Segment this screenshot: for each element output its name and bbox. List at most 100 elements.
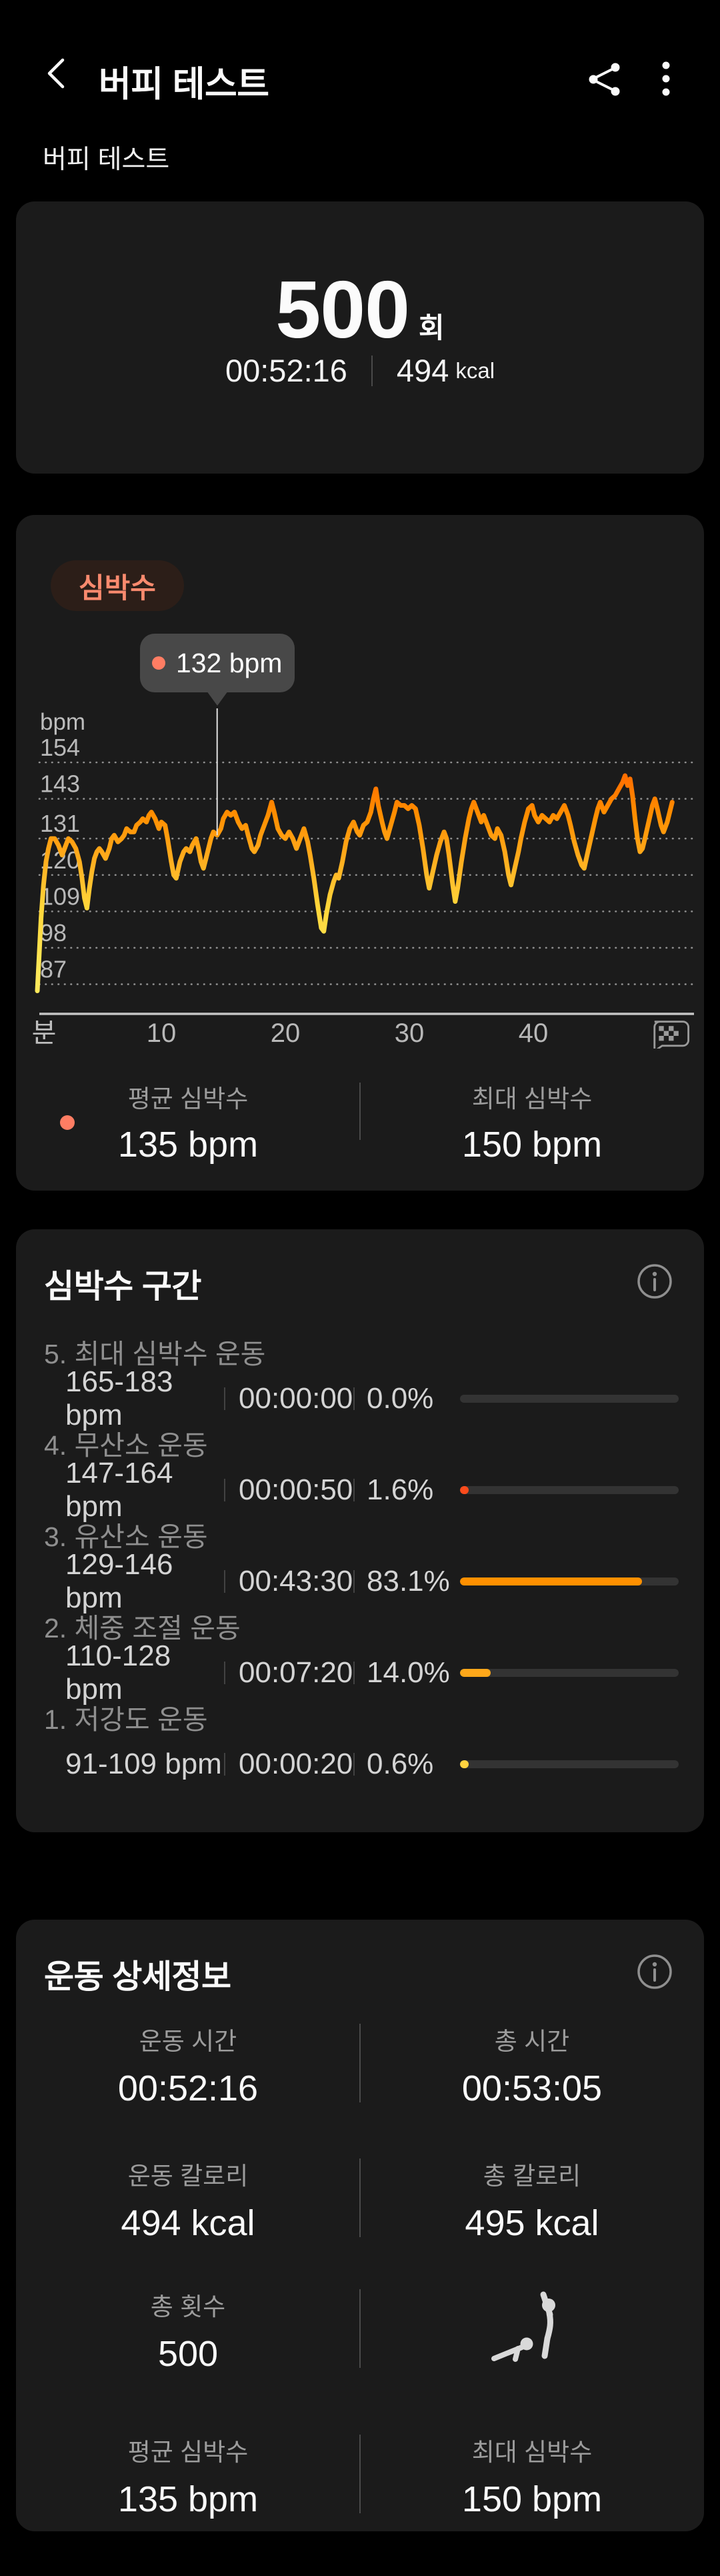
stat-label: 운동 칼로리: [127, 2162, 249, 2190]
zone-time: 00:07:20: [239, 1656, 353, 1689]
zone-item: 5. 최대 심박수 운동 165-183 bpm 00:00:00 0.0%: [16, 1338, 704, 1431]
max-heart-rate-block: 최대 심박수 150 bpm: [360, 1079, 704, 1165]
more-vert-icon: [662, 61, 670, 96]
zone-item: 2. 체중 조절 운동 110-128 bpm 00:07:20 14.0%: [16, 1612, 704, 1706]
zone-row: 91-109 bpm 00:00:20 0.6%: [16, 1748, 704, 1781]
heart-rate-zones-card: 심박수 구간 5. 최대 심박수 운동 165-183 bpm 00:00:00 0.…: [16, 1229, 704, 1832]
total-calories-cell: 총 칼로리 495 kcal: [360, 2156, 704, 2244]
more-menu-button[interactable]: [648, 60, 684, 97]
zone-percent: 1.6%: [367, 1473, 434, 1506]
chart-legend: 평균 심박수 135 bpm 최대 심박수 150 bpm: [16, 1079, 704, 1165]
zone-name: 2. 체중 조절 운동: [44, 1613, 241, 1644]
exercise-type-cell: [360, 2287, 704, 2375]
avg-heart-rate-block: 평균 심박수 135 bpm: [16, 1079, 360, 1165]
summary-divider: [371, 355, 373, 386]
svg-text:40: 40: [519, 1019, 549, 1048]
stat-value: 150 bpm: [461, 2479, 603, 2519]
heart-rate-line: [35, 773, 675, 993]
stat-label: 최대 심박수: [471, 2439, 593, 2466]
total-reps-cell: 총 횟수 500: [16, 2287, 360, 2375]
svg-text:30: 30: [395, 1019, 425, 1048]
details-title: 운동 상세정보: [44, 1959, 231, 1995]
y-axis-unit-label: bpm: [40, 709, 85, 735]
workout-name: 버피 테스트: [43, 145, 170, 174]
summary-calories-unit: kcal: [455, 358, 495, 383]
back-button[interactable]: [39, 55, 76, 92]
zone-bpm-range: 91-109 bpm: [65, 1748, 222, 1780]
max-heart-rate-value: 150 bpm: [461, 1125, 603, 1165]
finish-flag-icon: [653, 1021, 690, 1049]
stat-value: 00:53:05: [461, 2068, 603, 2108]
zone-percent: 14.0%: [367, 1656, 450, 1689]
zone-name: 3. 유산소 운동: [44, 1521, 208, 1552]
summary-duration: 00:52:16: [225, 353, 347, 388]
page-title: 버피 테스트: [99, 65, 269, 104]
zone-divider: [224, 1479, 225, 1501]
zone-divider: [224, 1662, 225, 1684]
zone-divider: [353, 1387, 355, 1410]
zone-bpm-range: 110-128 bpm: [65, 1640, 171, 1706]
details-info-button[interactable]: [636, 1953, 673, 1990]
zone-divider: [224, 1570, 225, 1593]
zone-progress-fill: [460, 1669, 491, 1677]
zone-time: 00:00:00: [239, 1382, 353, 1415]
zone-divider: [353, 1662, 355, 1684]
stat-divider: [359, 2024, 361, 2102]
stat-value: 495 kcal: [465, 2203, 599, 2243]
heart-rate-badge[interactable]: 심박수: [51, 560, 184, 611]
stat-value: 494 kcal: [121, 2203, 255, 2243]
avg-heart-rate-value: 135 bpm: [117, 1125, 259, 1165]
tooltip-dot-icon: [151, 656, 165, 670]
stat-value: 00:52:16: [117, 2068, 259, 2108]
burpee-icon: [491, 2291, 555, 2362]
chart-gridlines: [38, 761, 695, 985]
zone-row: 129-146 bpm 00:43:30 83.1%: [16, 1548, 704, 1614]
zone-progress-fill: [460, 1577, 642, 1585]
info-icon: [637, 1954, 672, 1989]
stat-divider: [359, 2435, 361, 2513]
zone-time: 00:00:20: [239, 1748, 353, 1780]
total-time-cell: 총 시간 00:53:05: [360, 2021, 704, 2109]
avg-heart-rate-cell: 평균 심박수 135 bpm: [16, 2432, 360, 2520]
zone-row: 165-183 bpm 00:00:00 0.0%: [16, 1365, 704, 1431]
zone-progress-bar: [460, 1669, 679, 1677]
zone-item: 1. 저강도 운동 91-109 bpm 00:00:20 0.6%: [16, 1704, 704, 1781]
zone-divider: [224, 1387, 225, 1410]
x-axis-unit-label: 분: [32, 1019, 57, 1048]
info-icon: [637, 1264, 672, 1299]
zone-bpm-range: 147-164 bpm: [65, 1457, 173, 1523]
zone-row: 147-164 bpm 00:00:50 1.6%: [16, 1457, 704, 1523]
summary-card: 500 회 00:52:16 494 kcal: [16, 201, 704, 474]
svg-text:131: 131: [40, 810, 80, 837]
workout-details-card: 운동 상세정보 운동 시간 00:52:16 총 시간 00:53:05: [16, 1920, 704, 2531]
zone-time: 00:43:30: [239, 1565, 353, 1597]
back-chevron-icon: [47, 58, 65, 89]
zone-progress-fill: [460, 1486, 469, 1494]
stat-value: 135 bpm: [117, 2479, 259, 2519]
chart-tooltip: 132 bpm: [139, 634, 295, 706]
zone-bpm-range: 165-183 bpm: [65, 1365, 173, 1431]
zones-info-button[interactable]: [636, 1263, 673, 1300]
stat-label: 총 횟수: [150, 2293, 226, 2321]
heart-rate-card: 심박수 132 bpm bpm 154 143 131 120 109 98 87 분 10…: [16, 515, 704, 1191]
zone-progress-fill: [460, 1760, 469, 1768]
zone-divider: [353, 1479, 355, 1501]
svg-text:87: 87: [40, 956, 67, 983]
zone-percent: 83.1%: [367, 1565, 450, 1597]
exercise-calories-cell: 운동 칼로리 494 kcal: [16, 2156, 360, 2244]
exercise-time-cell: 운동 시간 00:52:16: [16, 2021, 360, 2109]
zone-name: 4. 무산소 운동: [44, 1430, 208, 1461]
zone-progress-bar: [460, 1577, 679, 1585]
zone-time: 00:00:50: [239, 1473, 353, 1506]
zone-item: 4. 무산소 운동 147-164 bpm 00:00:50 1.6%: [16, 1429, 704, 1523]
stat-divider: [359, 2289, 361, 2368]
stat-row-time: 운동 시간 00:52:16 총 시간 00:53:05: [16, 2021, 704, 2109]
max-heart-rate-label: 최대 심박수: [471, 1085, 593, 1113]
share-button[interactable]: [587, 61, 623, 97]
zone-percent: 0.0%: [367, 1382, 434, 1415]
rep-count-unit: 회: [418, 312, 445, 344]
stat-label: 총 칼로리: [483, 2162, 581, 2190]
svg-text:98: 98: [40, 919, 67, 946]
